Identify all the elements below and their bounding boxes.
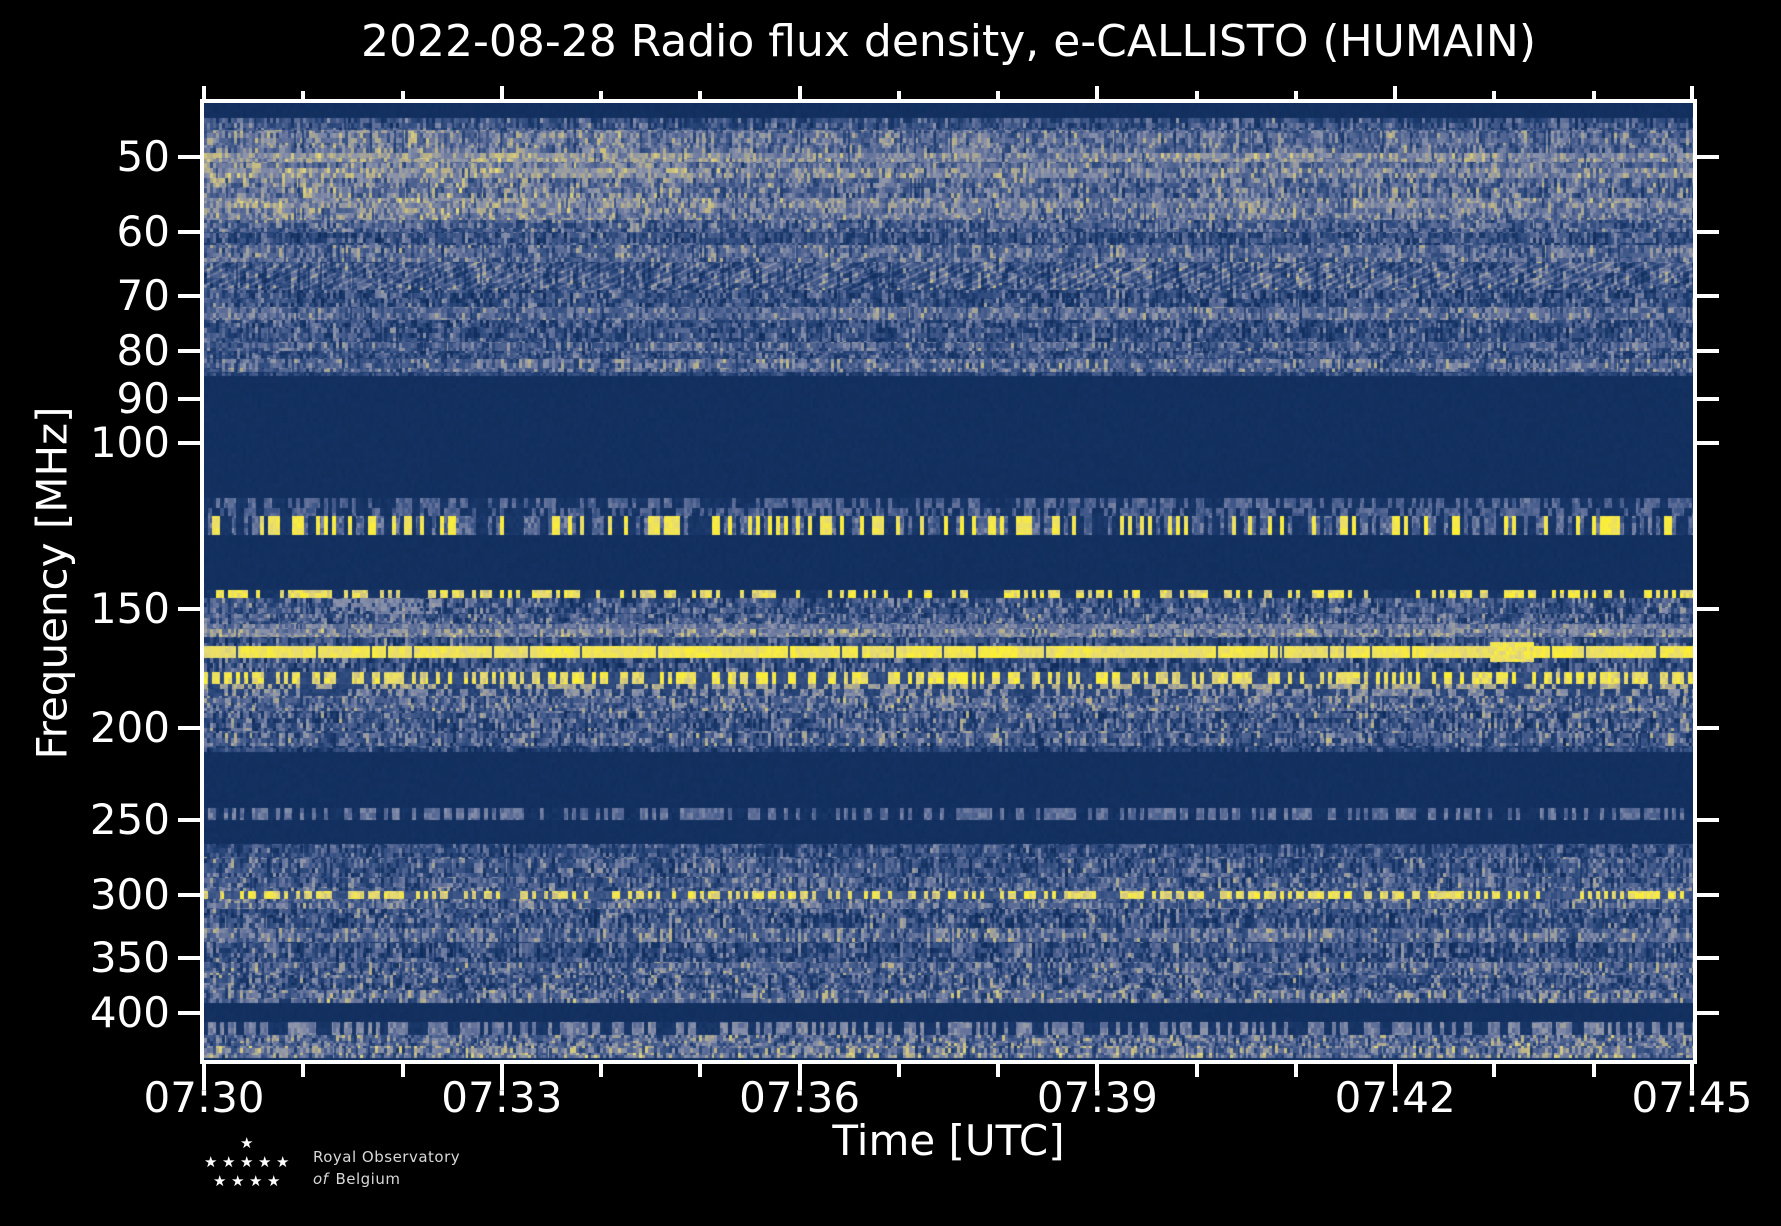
- x-minor-tick: [698, 91, 703, 99]
- star-icon: ★: [222, 1153, 236, 1171]
- y-tick: [178, 818, 200, 822]
- x-major-tick: [797, 1064, 802, 1090]
- logo-text-line1: Royal Observatory: [313, 1148, 461, 1166]
- x-minor-tick: [1492, 1064, 1497, 1077]
- x-tick-label: 07:39: [1036, 1073, 1158, 1122]
- x-major-tick: [1393, 86, 1398, 99]
- x-axis-label: Time [UTC]: [832, 1116, 1065, 1165]
- y-tick: [1697, 893, 1719, 897]
- y-tick: [178, 397, 200, 401]
- y-tick: [178, 1011, 200, 1015]
- y-tick: [178, 349, 200, 353]
- y-axis-label: Frequency [MHz]: [27, 406, 77, 760]
- x-minor-tick: [1293, 1064, 1298, 1077]
- y-tick: [1697, 607, 1719, 611]
- x-major-tick: [1690, 86, 1694, 99]
- y-tick: [178, 607, 200, 611]
- star-icon: ★: [240, 1134, 254, 1152]
- x-minor-tick: [1492, 91, 1497, 99]
- x-tick-label: 07:36: [739, 1073, 861, 1122]
- y-tick: [178, 230, 200, 234]
- x-major-tick: [1690, 1064, 1694, 1090]
- logo-text-line2: of Belgium: [313, 1170, 400, 1188]
- y-tick: [1697, 726, 1719, 730]
- star-icon: ★: [249, 1172, 263, 1190]
- y-tick: [178, 956, 200, 960]
- y-tick: [1697, 818, 1719, 822]
- x-tick-label: 07:30: [143, 1073, 265, 1122]
- y-tick-label: 400: [89, 988, 170, 1037]
- y-tick: [1697, 397, 1719, 401]
- x-tick-label: 07:42: [1334, 1073, 1456, 1122]
- observatory-logo: ★ ★ ★ ★ ★ ★ ★ ★ ★ ★ Royal Observatory of Belgium: [190, 1132, 610, 1212]
- star-icon: ★: [258, 1153, 272, 1171]
- x-minor-tick: [1293, 91, 1298, 99]
- x-minor-tick: [1591, 91, 1596, 99]
- x-tick-label: 07:45: [1631, 1073, 1753, 1122]
- x-major-tick: [1095, 86, 1100, 99]
- x-minor-tick: [1194, 1064, 1199, 1077]
- x-minor-tick: [301, 1064, 306, 1077]
- chart-title: 2022-08-28 Radio flux density, e-CALLIST…: [360, 16, 1537, 67]
- x-minor-tick: [996, 91, 1001, 99]
- star-icon: ★: [240, 1153, 254, 1171]
- x-minor-tick: [400, 1064, 405, 1077]
- x-major-tick: [1095, 1064, 1100, 1090]
- y-tick: [178, 441, 200, 445]
- y-tick-label: 100: [89, 418, 170, 467]
- y-tick: [178, 893, 200, 897]
- spectrogram-canvas: [204, 103, 1693, 1060]
- y-tick: [1697, 294, 1719, 298]
- y-tick: [1697, 441, 1719, 445]
- y-tick-label: 80: [116, 326, 170, 375]
- y-tick-label: 250: [89, 795, 170, 844]
- x-minor-tick: [896, 1064, 901, 1077]
- y-tick-label: 150: [89, 584, 170, 633]
- x-minor-tick: [1591, 1064, 1596, 1077]
- x-minor-tick: [599, 91, 604, 99]
- x-minor-tick: [896, 91, 901, 99]
- y-tick-label: 50: [116, 132, 170, 181]
- y-tick: [1697, 155, 1719, 159]
- logo-text-belgium: Belgium: [335, 1170, 401, 1188]
- y-tick: [1697, 230, 1719, 234]
- x-tick-label: 07:33: [441, 1073, 563, 1122]
- x-minor-tick: [698, 1064, 703, 1077]
- y-tick-label: 70: [116, 271, 170, 320]
- y-tick: [1697, 956, 1719, 960]
- x-major-tick: [797, 86, 802, 99]
- y-tick-label: 200: [89, 703, 170, 752]
- x-major-tick: [499, 86, 504, 99]
- x-major-tick: [202, 86, 206, 99]
- x-minor-tick: [1194, 91, 1199, 99]
- y-tick: [1697, 349, 1719, 353]
- y-tick-label: 90: [116, 374, 170, 423]
- star-icon: ★: [276, 1153, 290, 1171]
- y-tick: [178, 155, 200, 159]
- logo-text-of: of: [313, 1170, 329, 1188]
- star-icon: ★: [213, 1172, 227, 1190]
- x-minor-tick: [599, 1064, 604, 1077]
- x-minor-tick: [301, 91, 306, 99]
- star-icon: ★: [204, 1153, 218, 1171]
- x-major-tick: [499, 1064, 504, 1090]
- star-icon: ★: [231, 1172, 245, 1190]
- x-major-tick: [202, 1064, 206, 1090]
- y-tick: [178, 294, 200, 298]
- y-tick-label: 350: [89, 933, 170, 982]
- x-minor-tick: [400, 91, 405, 99]
- y-tick: [178, 726, 200, 730]
- y-tick-label: 300: [89, 870, 170, 919]
- star-icon: ★: [267, 1172, 281, 1190]
- y-tick-label: 60: [116, 207, 170, 256]
- y-tick: [1697, 1011, 1719, 1015]
- x-major-tick: [1393, 1064, 1398, 1090]
- x-minor-tick: [996, 1064, 1001, 1077]
